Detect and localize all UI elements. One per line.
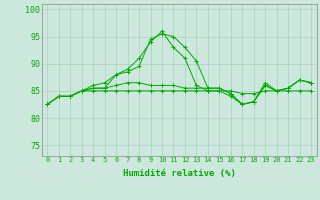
X-axis label: Humidité relative (%): Humidité relative (%) (123, 169, 236, 178)
